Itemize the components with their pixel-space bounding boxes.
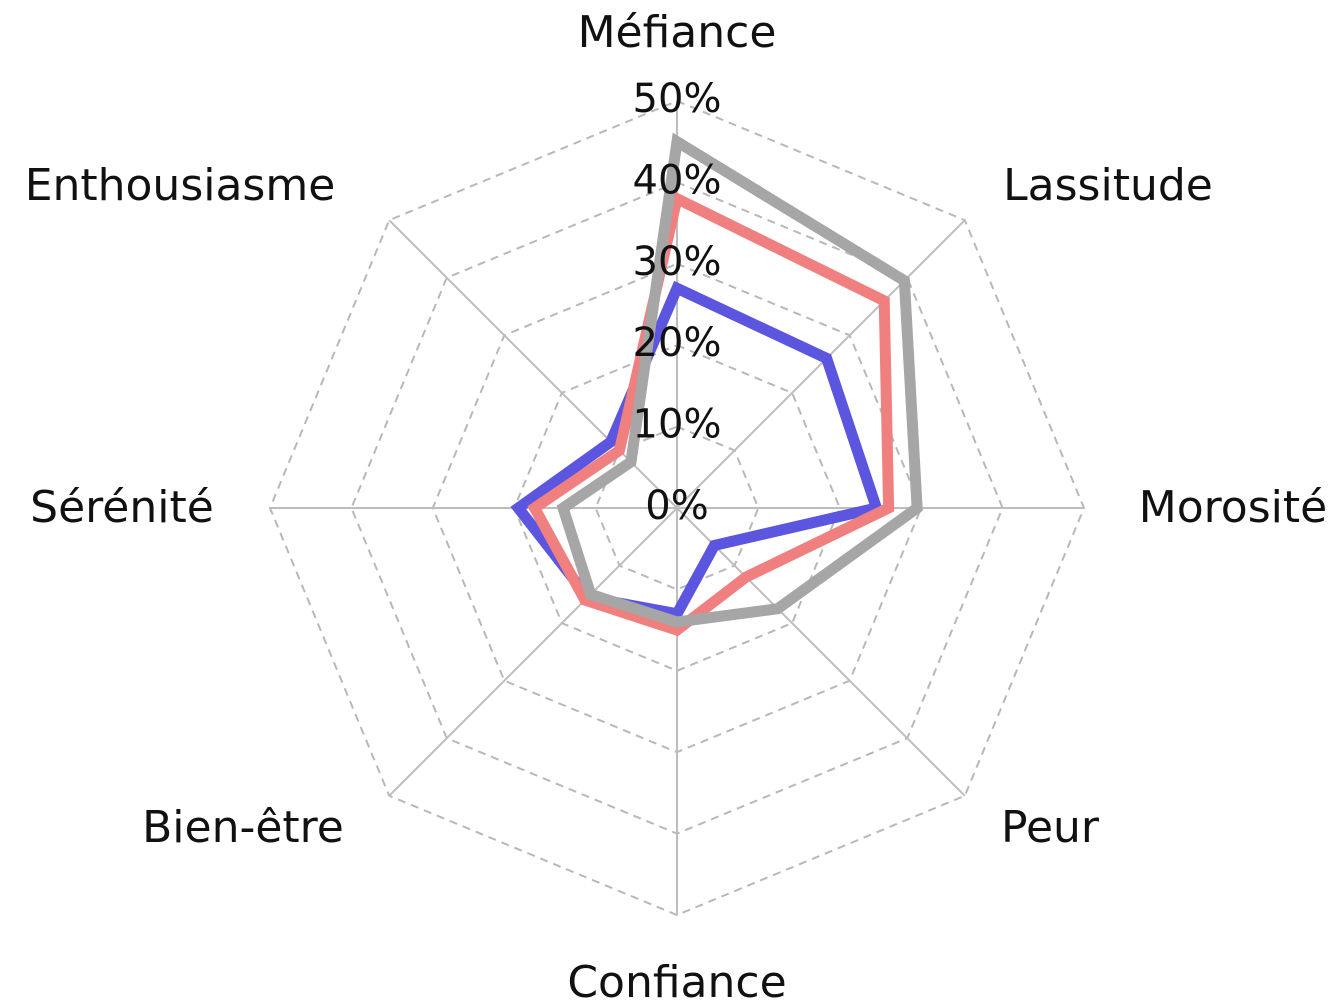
spoke <box>388 507 678 797</box>
category-label: Confiance <box>567 957 786 1004</box>
grid-ring <box>513 344 841 672</box>
r-tick-label: 0% <box>645 483 708 529</box>
category-label: Morosité <box>1139 482 1327 533</box>
series-line <box>556 132 923 628</box>
r-tick-label: 40% <box>633 157 722 203</box>
r-tick-label: 50% <box>633 76 722 122</box>
r-tick-label: 10% <box>633 402 722 448</box>
r-tick-label: 20% <box>633 320 722 366</box>
spoke <box>676 507 966 797</box>
category-label: Enthousiasme <box>25 160 336 211</box>
category-label: Méfiance <box>578 7 777 58</box>
series-line <box>527 190 895 637</box>
spoke <box>676 219 966 509</box>
category-label: Peur <box>1001 802 1100 853</box>
category-label: Lassitude <box>1003 160 1213 211</box>
category-label: Sérénité <box>30 482 214 533</box>
category-label: Bien-être <box>142 802 344 853</box>
r-tick-label: 30% <box>633 239 722 285</box>
series-line <box>510 280 884 620</box>
